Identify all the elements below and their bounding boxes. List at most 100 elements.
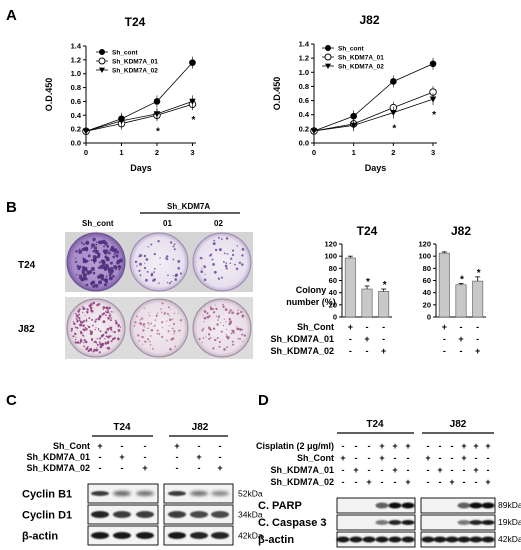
treatment-mark: + xyxy=(425,453,430,463)
colony-dot xyxy=(75,314,79,318)
y-tick-label: 1.0 xyxy=(71,69,81,78)
colony-dot xyxy=(88,260,90,262)
colony-dot xyxy=(161,302,164,305)
colony-dot xyxy=(241,314,245,318)
x-tick-label: 0 xyxy=(312,148,316,157)
kda-label: 19kDa xyxy=(498,517,521,527)
blot-band xyxy=(401,536,415,543)
colony-dot xyxy=(88,270,93,274)
colony-dot xyxy=(150,322,153,325)
colony-dot xyxy=(108,314,112,317)
colony-dot xyxy=(105,263,109,267)
colony-dot xyxy=(84,273,87,276)
well-t24-kdm7a-02 xyxy=(192,232,252,292)
series-line xyxy=(313,63,434,132)
treatment-mark: + xyxy=(392,465,397,475)
colony-dot xyxy=(110,311,113,313)
colony-dot xyxy=(141,343,144,345)
y-tick-label: 0.6 xyxy=(299,96,309,105)
colony-dot xyxy=(97,275,101,279)
colony-dot xyxy=(111,273,113,275)
colony-dot xyxy=(222,324,225,327)
treatment-mark: - xyxy=(407,453,410,463)
blot-band xyxy=(388,536,402,543)
colony-dot xyxy=(150,329,152,331)
colony-dot xyxy=(169,241,173,244)
colony-dot xyxy=(109,319,112,322)
blot-band xyxy=(211,511,229,518)
colony-dot xyxy=(226,337,230,340)
colony-dot xyxy=(103,283,107,287)
marker-triangle-down xyxy=(325,63,331,69)
colony-dot xyxy=(144,278,148,282)
blot-band xyxy=(113,511,131,518)
colony-dot xyxy=(218,236,220,239)
colony-dot xyxy=(111,330,113,332)
colony-dot xyxy=(212,327,216,330)
colony-dot xyxy=(95,250,100,255)
colony-dot xyxy=(82,243,85,246)
blot-band xyxy=(481,502,495,509)
colony-dot xyxy=(117,324,121,327)
colony-dot xyxy=(229,262,232,264)
significance-star: * xyxy=(392,124,396,135)
colony-dot xyxy=(94,340,97,344)
colony-dot xyxy=(73,322,76,325)
treatment-mark: + xyxy=(174,441,179,451)
colony-dot xyxy=(174,278,178,281)
colony-dot xyxy=(74,326,77,329)
blot-band xyxy=(457,502,471,509)
blot-band xyxy=(469,520,483,525)
colony-dot xyxy=(107,335,111,339)
group-label: J82 xyxy=(192,422,209,433)
colony-dot xyxy=(92,237,96,242)
blot-band xyxy=(469,536,483,543)
x-tick-label: 3 xyxy=(190,148,194,157)
colony-dot xyxy=(90,330,93,334)
y-tick-label: 1.2 xyxy=(71,55,81,64)
colony-dot xyxy=(215,315,218,317)
condition-mark: - xyxy=(382,322,385,332)
colony-dot xyxy=(169,347,172,351)
treatment-row-label: Sh_KDM7A_02 xyxy=(26,463,90,473)
colony-dot xyxy=(174,345,177,348)
colony-dot xyxy=(210,328,212,330)
colony-dot xyxy=(148,340,151,343)
condition-mark: + xyxy=(364,334,369,344)
colony-dot xyxy=(149,344,152,346)
blot-band xyxy=(457,536,471,543)
colony-dot xyxy=(232,343,235,346)
plate-col-sh-cont: Sh_cont xyxy=(82,219,114,228)
treatment-mark: - xyxy=(381,477,384,487)
colony-dot xyxy=(214,338,217,342)
colony-dot xyxy=(95,348,99,352)
colony-dot xyxy=(148,314,150,317)
y-tick-label: 0.2 xyxy=(71,125,81,134)
colony-dot xyxy=(101,242,103,244)
blot-label: Cyclin D1 xyxy=(22,510,72,522)
colony-dot xyxy=(225,333,227,335)
colony-dot xyxy=(109,313,111,315)
colony-dot xyxy=(218,314,220,317)
blot-band xyxy=(469,502,483,509)
colony-dot xyxy=(109,261,113,265)
treatment-mark: - xyxy=(427,477,430,487)
blot-band xyxy=(136,511,154,518)
colony-dot xyxy=(225,328,228,330)
blot-band xyxy=(91,491,109,496)
colony-dot xyxy=(101,313,104,316)
blot-band xyxy=(375,502,389,509)
colony-dot xyxy=(95,243,98,246)
colony-dot xyxy=(91,246,93,248)
colony-dot xyxy=(100,267,103,270)
colony-dot xyxy=(102,265,107,270)
colony-dot xyxy=(139,322,143,325)
x-tick-label: 2 xyxy=(391,148,395,157)
plate-row-j82: J82 xyxy=(18,324,35,335)
condition-mark: - xyxy=(443,346,446,356)
colony-dot xyxy=(106,307,109,310)
y-tick-label: 0.0 xyxy=(71,139,81,148)
line-chart-t24: T24 0.0 0.2 0.4 0.6 0.8 1.0 1.2 1.4 0 1 2 3 Days O.D.4… xyxy=(44,15,197,173)
y-tick-label: 60 xyxy=(423,276,431,285)
